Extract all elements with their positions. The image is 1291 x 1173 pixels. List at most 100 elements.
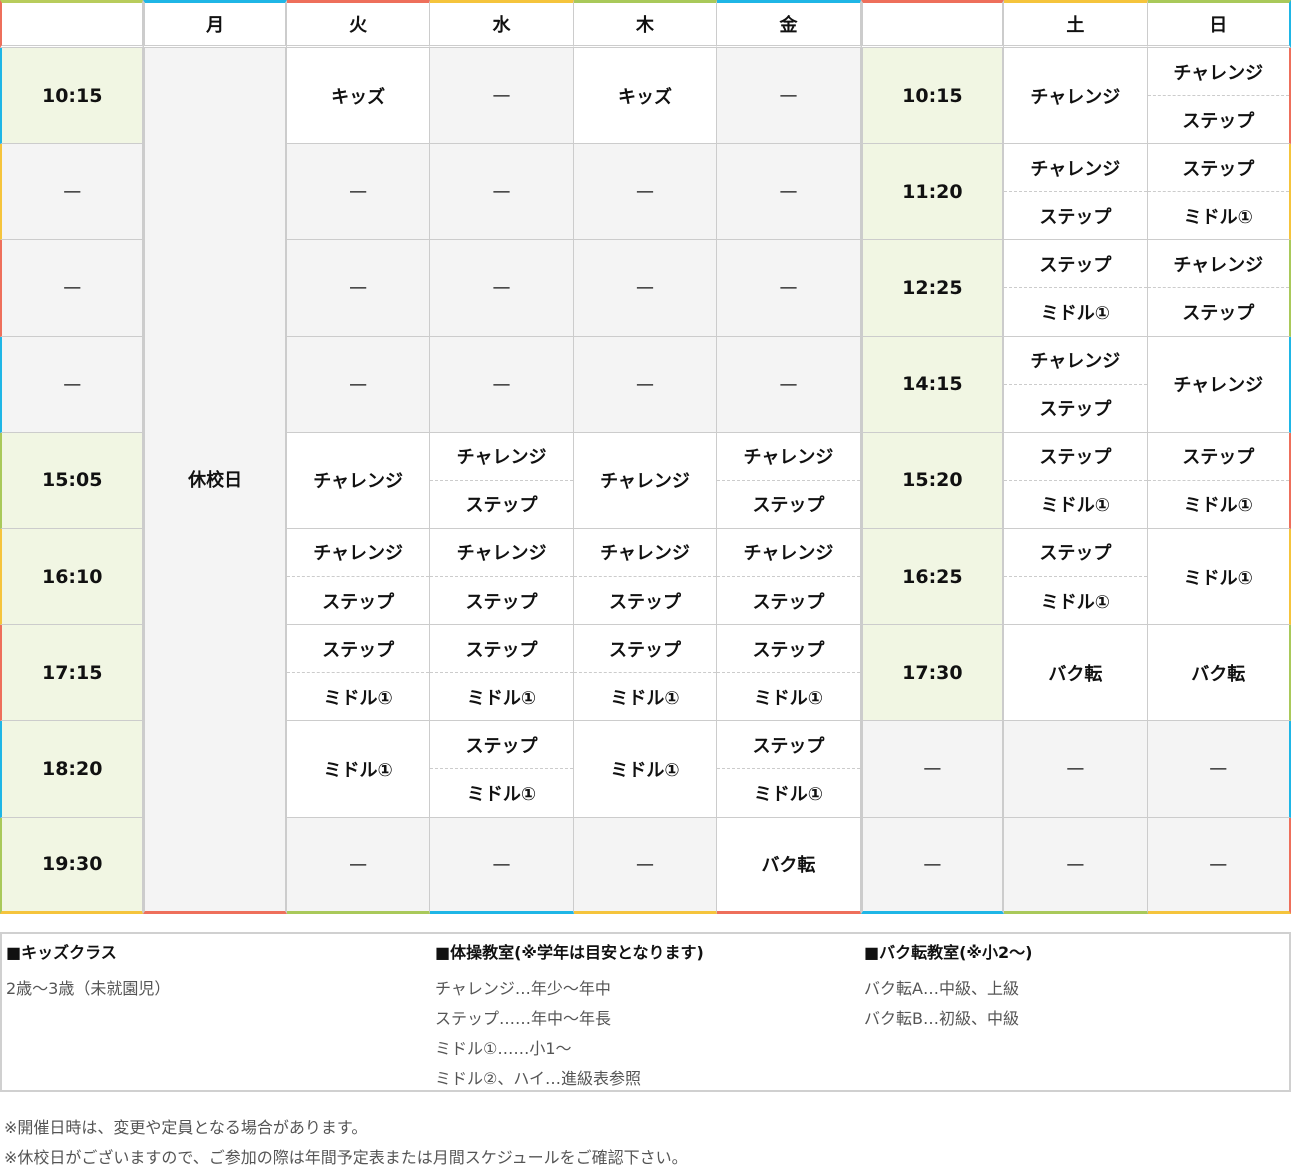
footer-line: ※開催日時は、変更や定員となる場合があります。 — [4, 1118, 368, 1137]
class-cell-sat: ステップ ミドル① — [1004, 432, 1148, 529]
class-name: ステップ — [1004, 191, 1147, 239]
class-cell: — — [573, 144, 718, 241]
class-cell-sun: バク転 — [1147, 625, 1291, 722]
time-cell: 18:20 — [0, 721, 144, 818]
class-cell-sun: — — [1147, 817, 1291, 914]
cell-text: 18:20 — [41, 757, 103, 780]
cell-text: 土 — [1066, 15, 1085, 36]
class-name: チャレンジ — [1173, 254, 1264, 276]
cell-text: 15:05 — [41, 469, 103, 492]
class-cell: — — [430, 48, 574, 145]
cell-text: 15:20 — [902, 469, 963, 492]
class-name: ステップ — [752, 735, 825, 757]
cell-text: 火 — [349, 15, 368, 36]
cell-text: ミドル① — [610, 759, 680, 781]
class-cell: チャレンジ ステップ — [717, 432, 861, 529]
cell-text: 日 — [1209, 15, 1228, 36]
class-cell: — — [430, 144, 574, 241]
class-cell: — — [286, 240, 431, 337]
cell-text: 月 — [206, 15, 225, 36]
class-name: ミドル① — [1147, 191, 1289, 239]
class-name: ステップ — [430, 576, 573, 624]
cell-text: — — [779, 277, 798, 299]
class-cell: — — [717, 336, 861, 433]
class-name: ステップ — [1039, 254, 1112, 276]
class-name: ステップ — [608, 639, 681, 661]
class-name: ステップ — [1147, 287, 1289, 335]
cell-text: バク転 — [1191, 663, 1246, 685]
class-name: チャレンジ — [743, 447, 834, 469]
cell-text: バク転 — [1048, 663, 1103, 685]
cell-text: — — [492, 373, 511, 395]
class-cell: ステップ ミドル① — [430, 721, 574, 818]
class-name: ステップ — [1039, 447, 1112, 469]
cell-text: — — [635, 181, 654, 203]
class-cell: — — [573, 817, 718, 914]
class-cell: — — [573, 336, 718, 433]
class-name: ステップ — [752, 639, 825, 661]
cell-text: 金 — [779, 15, 798, 36]
weekend-time-cell: 12:25 — [860, 240, 1005, 337]
class-notes: ■キッズクラス 2歳〜3歳（未就園児） ■体操教室(※学年は目安となります) チャレ… — [0, 932, 1291, 1092]
cell-text: キッズ — [331, 86, 386, 108]
header-day: 土 — [1004, 0, 1148, 48]
cell-text: — — [1209, 853, 1228, 875]
note-backflip: ■バク転教室(※小2〜) バク転A…中級、上級 バク転B…初級、中級 — [860, 934, 1289, 1090]
class-cell: キッズ — [573, 48, 718, 145]
schedule-table: 月火水木金土日 10:15 休校日 キッズ — キッズ —10:15 チャレンジ チャレンジ ステ… — [0, 0, 1291, 914]
header-day: 水 — [430, 0, 574, 48]
class-cell: チャレンジ ステップ — [430, 432, 574, 529]
cell-text: チャレンジ — [313, 471, 404, 493]
cell-text: — — [779, 85, 798, 107]
class-cell: — — [430, 336, 574, 433]
footer-notes: ※開催日時は、変更や定員となる場合があります。 ※休校日がございますので、ご参加… — [4, 1113, 688, 1173]
cell-text: — — [779, 373, 798, 395]
cell-text: — — [492, 853, 511, 875]
cell-text: 木 — [635, 15, 654, 36]
cell-text: 14:15 — [902, 373, 963, 396]
cell-text: 16:25 — [902, 565, 963, 588]
cell-text: ミドル① — [323, 759, 393, 781]
class-cell: チャレンジ ステップ — [573, 528, 718, 626]
class-name: チャレンジ — [1030, 351, 1121, 373]
class-name: ステップ — [430, 479, 573, 528]
class-cell-sat: ステップ ミドル① — [1004, 528, 1148, 626]
header-blank — [0, 0, 144, 48]
class-name: ステップ — [1004, 383, 1147, 432]
cell-text: — — [923, 853, 942, 875]
class-name: ミドル① — [1004, 287, 1147, 335]
weekend-time-cell: — — [860, 721, 1005, 818]
class-cell: — — [573, 240, 718, 337]
footer-line: ※休校日がございますので、ご参加の際は年間予定表または月間スケジュールをご確認下… — [4, 1148, 688, 1167]
note-line: バク転B…初級、中級 — [864, 1009, 1019, 1028]
class-name: ミドル① — [1147, 479, 1289, 528]
note-title: ■体操教室(※学年は目安となります) — [435, 943, 704, 962]
class-name: チャレンジ — [1173, 62, 1264, 84]
class-cell: ステップ ミドル① — [286, 625, 431, 722]
weekend-time-cell: 17:30 — [860, 625, 1005, 722]
cell-text: チャレンジ — [600, 471, 690, 493]
cell-text: 16:10 — [41, 565, 103, 588]
note-title: ■キッズクラス — [6, 943, 117, 962]
class-cell-sun: ステップ ミドル① — [1147, 144, 1291, 241]
cell-text: — — [1066, 758, 1085, 780]
class-name: チャレンジ — [1030, 158, 1121, 180]
note-line: バク転A…中級、上級 — [864, 979, 1019, 998]
header-day: 日 — [1147, 0, 1291, 48]
class-cell: ミドル① — [286, 721, 431, 818]
class-name: チャレンジ — [600, 543, 690, 565]
note-title: ■バク転教室(※小2〜) — [864, 943, 1033, 962]
cell-text: — — [349, 853, 368, 875]
class-name: ステップ — [465, 735, 538, 757]
time-cell: 19:30 — [0, 817, 144, 914]
weekend-time-cell: 11:20 — [860, 144, 1005, 241]
time-cell: 16:10 — [0, 528, 144, 626]
time-cell: 10:15 — [0, 48, 144, 145]
class-name: ミドル① — [573, 672, 717, 720]
class-cell-sat: チャレンジ ステップ — [1004, 336, 1148, 433]
class-cell-sun: チャレンジ ステップ — [1147, 48, 1291, 145]
cell-text: — — [63, 373, 82, 395]
class-name: ミドル① — [1004, 576, 1147, 624]
cell-text: 水 — [492, 15, 511, 36]
class-name: ステップ — [717, 479, 860, 528]
